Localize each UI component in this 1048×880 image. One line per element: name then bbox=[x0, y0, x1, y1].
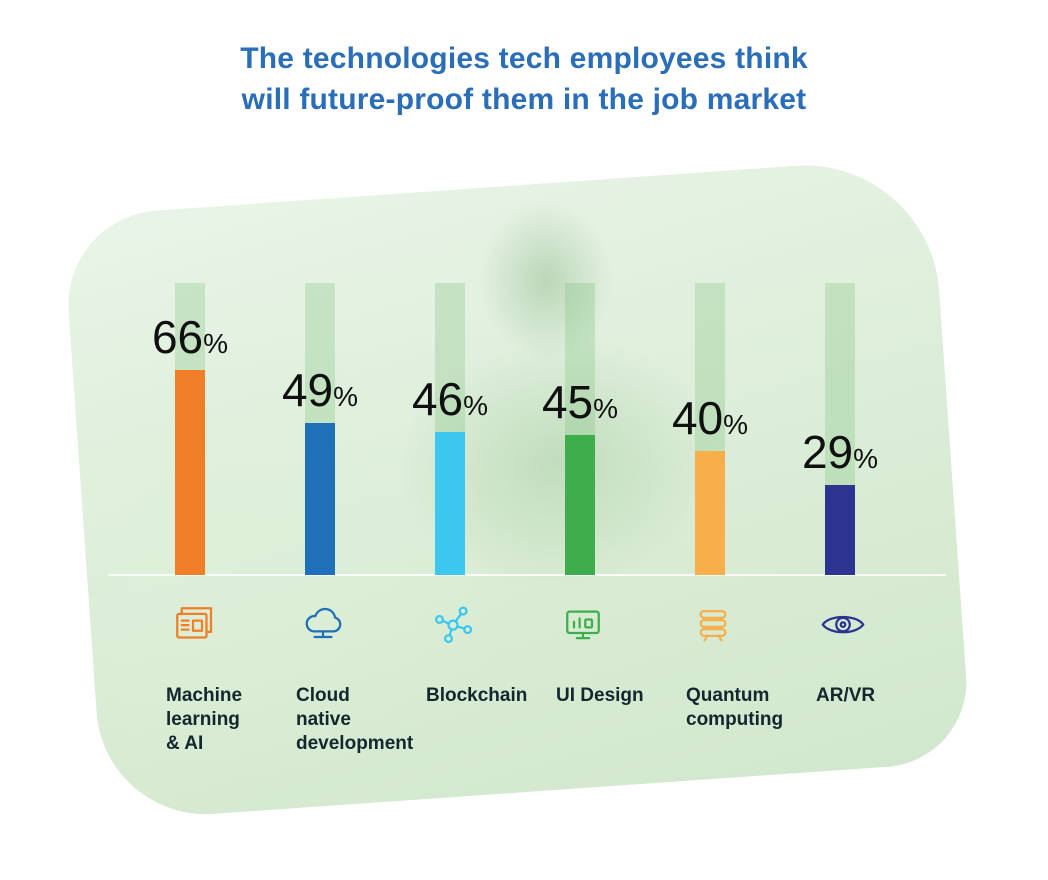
blockchain-icon bbox=[426, 597, 480, 651]
chart-column-ar-vr: 29% AR/VR bbox=[765, 0, 915, 880]
bar-value: 66% bbox=[151, 311, 229, 363]
bar-cloud-native-development bbox=[305, 423, 335, 575]
bar-value: 45% bbox=[541, 376, 619, 428]
bar-ui-design bbox=[565, 435, 595, 575]
chart-column-ui-design: 45% UI Design bbox=[505, 0, 655, 880]
ui-design-icon bbox=[556, 597, 610, 651]
ar-vr-icon bbox=[816, 597, 870, 651]
bar-value: 40% bbox=[671, 392, 749, 444]
chart-title: The technologies tech employees think wi… bbox=[0, 38, 1048, 121]
chart-column-cloud-native-development: 49% Cloud native development bbox=[245, 0, 413, 880]
category-label-blockchain: Blockchain bbox=[426, 685, 528, 706]
cloud-icon bbox=[296, 597, 350, 651]
bar-value: 29% bbox=[801, 426, 879, 478]
machine-learning-icon bbox=[166, 597, 220, 651]
quantum-computing-icon bbox=[686, 597, 740, 651]
bar-value: 46% bbox=[411, 373, 489, 425]
bar-machine-learning-ai bbox=[175, 370, 205, 575]
category-label-cloud-native-development: Cloud native development bbox=[296, 685, 414, 755]
category-label-quantum-computing: Quantum computing bbox=[686, 685, 784, 731]
bar-ar-vr bbox=[825, 485, 855, 575]
category-label-machine-learning-ai: Machine learning & AI bbox=[166, 685, 243, 755]
divider-line bbox=[108, 574, 946, 576]
bar-blockchain bbox=[435, 432, 465, 575]
category-label-ui-design: UI Design bbox=[556, 685, 644, 706]
chart-title-line2: will future-proof them in the job market bbox=[241, 83, 807, 117]
chart-column-quantum-computing: 40% Quantum computing bbox=[635, 0, 785, 880]
chart-column-machine-learning-ai: 66% Machine learning & AI bbox=[115, 0, 265, 880]
chart-title-line1: The technologies tech employees think bbox=[240, 42, 808, 75]
category-label-ar-vr: AR/VR bbox=[816, 685, 876, 706]
chart-column-blockchain: 46% Blockchain bbox=[375, 0, 528, 880]
bar-value: 49% bbox=[281, 364, 359, 416]
bar-quantum-computing bbox=[695, 451, 725, 575]
